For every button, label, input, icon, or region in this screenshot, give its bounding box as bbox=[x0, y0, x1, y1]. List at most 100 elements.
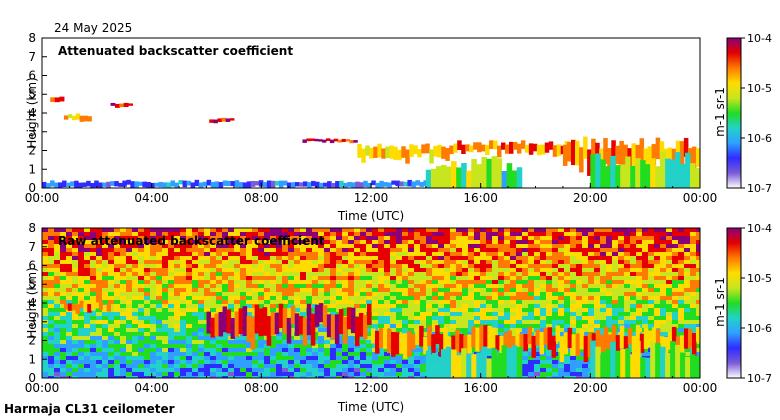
heatmap-cell bbox=[114, 228, 120, 232]
heatmap-cell bbox=[174, 252, 180, 256]
heatmap-cell bbox=[468, 304, 474, 308]
heatmap-cell bbox=[660, 328, 666, 332]
heatmap-cell bbox=[242, 306, 248, 336]
heatmap-cell bbox=[246, 356, 252, 360]
heatmap-cell bbox=[630, 320, 636, 324]
heatmap-cell bbox=[180, 268, 186, 272]
heatmap-cell bbox=[298, 316, 304, 335]
heatmap-cell bbox=[162, 256, 168, 260]
heatmap-cell bbox=[288, 240, 294, 244]
heatmap-cell bbox=[522, 296, 528, 300]
heatmap-cell bbox=[486, 284, 492, 288]
heatmap-cell bbox=[168, 308, 174, 312]
heatmap-cell bbox=[60, 308, 66, 312]
colorbar-tick-label: 10-5 bbox=[747, 82, 772, 95]
heatmap-cell bbox=[150, 348, 156, 352]
heatmap-cell bbox=[546, 348, 552, 352]
heatmap-cell bbox=[168, 284, 174, 288]
heatmap-cell bbox=[432, 276, 438, 280]
heatmap-cell bbox=[576, 252, 582, 256]
heatmap-cell bbox=[180, 296, 186, 300]
heatmap-cell bbox=[534, 272, 540, 276]
heatmap-cell bbox=[564, 272, 570, 276]
heatmap-cell bbox=[282, 280, 288, 284]
heatmap-cell bbox=[492, 308, 498, 312]
heatmap-cell bbox=[336, 244, 342, 248]
heatmap-cell bbox=[498, 308, 504, 312]
heatmap-cell bbox=[114, 352, 120, 356]
heatmap-cell bbox=[384, 292, 390, 296]
heatmap-cell bbox=[438, 260, 444, 264]
heatmap-cell bbox=[498, 236, 504, 240]
heatmap-cell bbox=[665, 352, 671, 378]
heatmap-cell bbox=[486, 256, 492, 260]
heatmap-cell bbox=[120, 256, 126, 260]
heatmap-cell bbox=[558, 288, 564, 292]
heatmap-cell bbox=[48, 272, 54, 276]
heatmap-cell bbox=[150, 272, 156, 276]
heatmap-cell bbox=[540, 236, 546, 240]
heatmap-cell bbox=[425, 143, 430, 154]
heatmap-cell bbox=[84, 232, 90, 236]
heatmap-cell bbox=[78, 356, 84, 360]
heatmap-cell bbox=[660, 288, 666, 292]
heatmap-cell bbox=[666, 288, 672, 292]
heatmap-cell bbox=[348, 360, 354, 364]
heatmap-cell bbox=[60, 336, 66, 340]
heatmap-cell bbox=[366, 352, 372, 356]
heatmap-cell bbox=[198, 324, 204, 328]
heatmap-cell bbox=[624, 248, 630, 252]
heatmap-cell bbox=[48, 376, 54, 378]
heatmap-cell bbox=[102, 248, 108, 252]
heatmap-cell bbox=[228, 360, 234, 364]
heatmap-cell bbox=[528, 312, 534, 316]
heatmap-cell bbox=[630, 232, 636, 236]
heatmap-cell bbox=[72, 264, 78, 268]
heatmap-cell bbox=[132, 228, 138, 232]
heatmap-cell bbox=[600, 288, 606, 292]
heatmap-cell bbox=[48, 372, 54, 376]
heatmap-cell bbox=[204, 304, 210, 308]
heatmap-cell bbox=[630, 296, 636, 300]
heatmap-cell bbox=[186, 300, 192, 304]
heatmap-cell bbox=[402, 320, 408, 324]
heatmap-cell bbox=[318, 368, 324, 372]
heatmap-cell bbox=[433, 145, 438, 157]
heatmap-cell bbox=[216, 268, 222, 272]
heatmap-cell bbox=[96, 340, 102, 344]
heatmap-cell bbox=[162, 376, 168, 378]
heatmap-cell bbox=[642, 264, 648, 268]
heatmap-cell bbox=[504, 328, 510, 332]
heatmap-cell bbox=[360, 344, 366, 348]
heatmap-cell bbox=[246, 284, 252, 288]
heatmap-cell bbox=[534, 368, 540, 372]
heatmap-cell bbox=[552, 316, 558, 320]
heatmap-cell bbox=[138, 272, 144, 276]
heatmap-cell bbox=[342, 268, 348, 272]
heatmap-cell bbox=[252, 368, 258, 372]
heatmap-cell bbox=[558, 284, 564, 288]
heatmap-cell bbox=[348, 232, 354, 236]
heatmap-cell bbox=[564, 240, 570, 244]
heatmap-cell bbox=[546, 320, 552, 324]
heatmap-cell bbox=[120, 284, 126, 288]
heatmap-cell bbox=[540, 272, 546, 276]
heatmap-cell bbox=[114, 360, 120, 364]
heatmap-cell bbox=[660, 280, 666, 284]
heatmap-cell bbox=[570, 240, 576, 244]
heatmap-cell bbox=[378, 296, 384, 300]
heatmap-cell bbox=[302, 139, 307, 143]
heatmap-cell bbox=[60, 268, 66, 272]
heatmap-cell bbox=[198, 368, 204, 372]
heatmap-cell bbox=[192, 280, 198, 284]
colorbar-ticks: 10-710-610-510-4 bbox=[741, 222, 772, 385]
heatmap-cell bbox=[384, 316, 390, 320]
heatmap-cell bbox=[240, 268, 246, 272]
heatmap-cell bbox=[405, 149, 410, 164]
heatmap-cell bbox=[42, 240, 48, 244]
heatmap-cell bbox=[437, 144, 442, 158]
heatmap-cell bbox=[630, 272, 636, 276]
heatmap-cell bbox=[84, 276, 90, 280]
heatmap-cell bbox=[420, 312, 426, 316]
heatmap-cell bbox=[258, 288, 264, 292]
